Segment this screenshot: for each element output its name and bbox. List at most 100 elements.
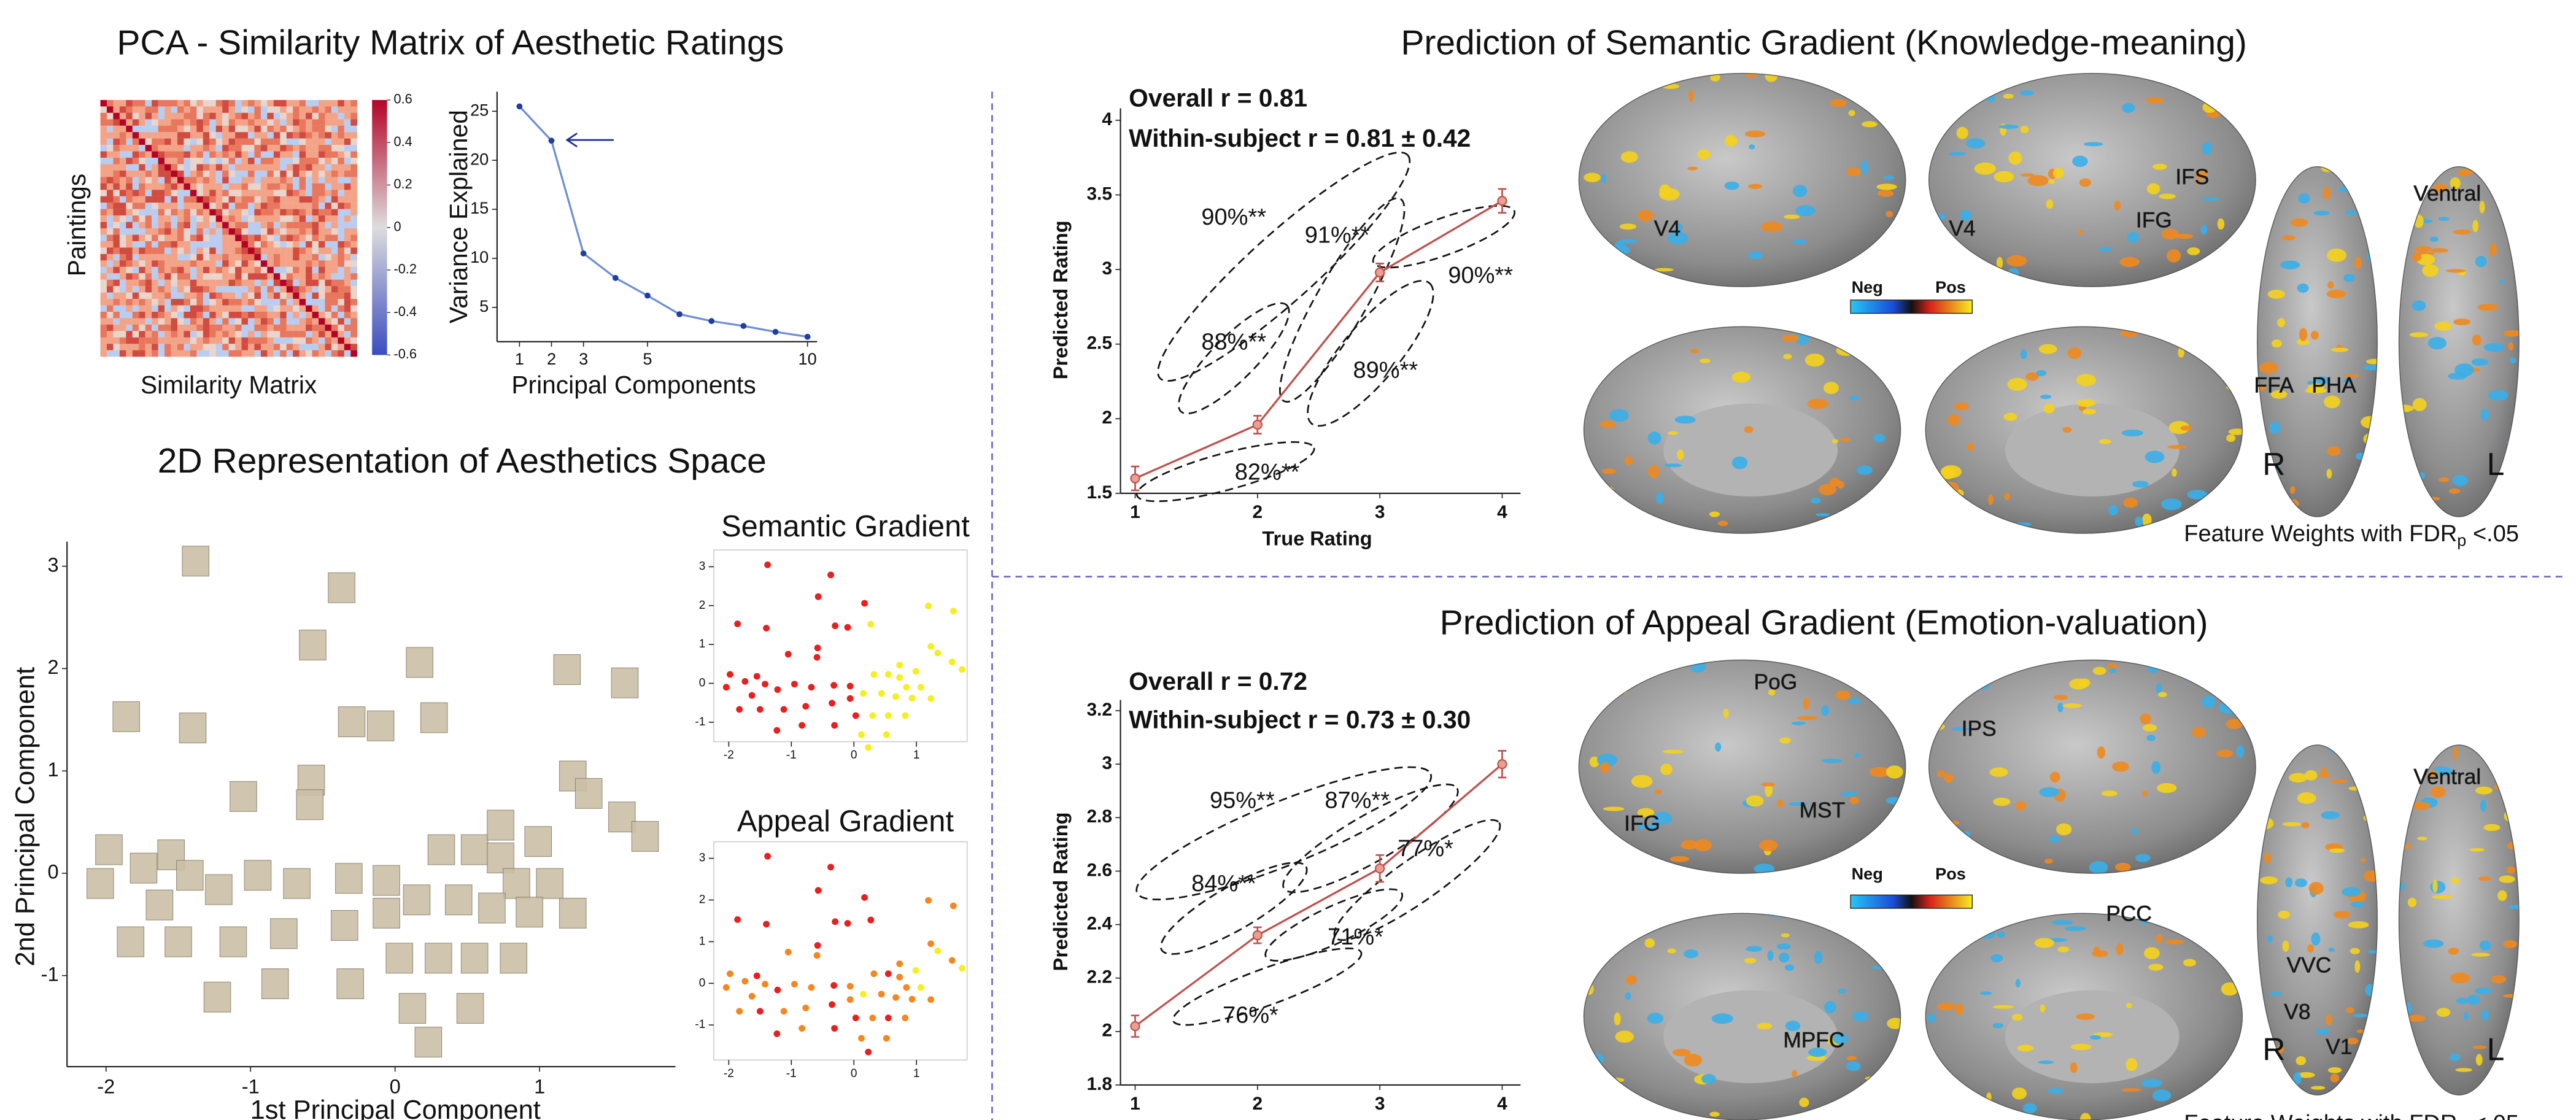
heatmap-texture xyxy=(325,235,331,242)
heatmap-texture xyxy=(139,247,145,254)
heatmap-texture xyxy=(254,318,261,325)
data-point xyxy=(773,329,779,335)
heatmap-texture xyxy=(158,344,165,350)
data-point xyxy=(791,981,798,987)
heatmap-texture xyxy=(101,247,107,254)
heatmap-texture xyxy=(120,293,126,299)
heatmap-texture xyxy=(338,228,344,235)
activation-blob xyxy=(1744,426,1754,433)
heatmap-texture xyxy=(190,331,197,338)
data-point xyxy=(860,690,867,697)
heatmap-texture xyxy=(113,152,120,158)
heatmap-texture xyxy=(312,293,319,299)
heatmap-texture xyxy=(164,171,171,177)
y-tick-label: 20 xyxy=(470,149,489,168)
heatmap-texture xyxy=(171,152,178,158)
colorbar-label: Neg xyxy=(1852,864,1883,883)
heatmap-texture xyxy=(319,177,325,183)
data-point xyxy=(892,693,899,700)
heatmap-texture xyxy=(254,119,261,126)
heatmap-texture xyxy=(338,325,344,331)
heatmap-texture xyxy=(145,203,152,209)
heatmap-texture xyxy=(319,318,325,325)
heatmap-texture xyxy=(190,235,197,242)
activation-blob xyxy=(2327,446,2340,456)
data-point xyxy=(959,666,965,673)
heatmap-texture xyxy=(312,350,319,357)
data-point xyxy=(764,853,771,860)
activation-blob xyxy=(1723,709,1729,718)
activation-blob xyxy=(2398,882,2405,890)
heatmap-texture xyxy=(222,183,229,190)
heatmap-texture xyxy=(350,286,357,293)
activation-blob xyxy=(2101,790,2118,796)
activation-blob xyxy=(1621,151,1638,163)
activation-blob xyxy=(2021,349,2027,359)
painting-thumbnail xyxy=(386,943,412,973)
heatmap-texture xyxy=(177,158,184,164)
heatmap-texture xyxy=(248,145,255,152)
heatmap-texture xyxy=(280,331,287,338)
pair-label: 89%** xyxy=(1353,358,1418,384)
heatmap-texture xyxy=(229,158,236,164)
activation-blob xyxy=(2188,1094,2204,1103)
heatmap-texture xyxy=(158,273,165,280)
activation-blob xyxy=(2151,761,2160,774)
activation-blob xyxy=(1847,1056,1857,1060)
activation-blob xyxy=(2072,156,2088,167)
activation-blob xyxy=(2003,413,2017,421)
x-tick-label: 4 xyxy=(1497,1094,1507,1114)
heatmap-texture xyxy=(312,215,319,222)
activation-blob xyxy=(1984,670,1996,678)
heatmap-texture xyxy=(164,267,171,274)
heatmap-texture xyxy=(331,325,338,331)
heatmap-texture xyxy=(287,241,293,248)
activation-blob xyxy=(1954,403,1970,411)
heatmap-texture xyxy=(152,126,158,133)
data-point xyxy=(764,562,771,568)
heatmap-texture xyxy=(196,222,203,229)
heatmap-texture xyxy=(177,126,184,133)
heatmap-texture xyxy=(235,241,242,248)
heatmap-texture xyxy=(177,344,184,350)
heatmap-texture xyxy=(287,203,293,209)
activation-blob xyxy=(2499,280,2505,284)
heatmap-texture xyxy=(338,331,344,338)
heatmap-texture xyxy=(338,312,344,319)
heatmap-texture xyxy=(158,318,165,325)
heatmap-texture xyxy=(184,260,190,267)
heatmap-texture xyxy=(280,171,287,177)
activation-blob xyxy=(2125,1058,2137,1071)
data-point xyxy=(861,600,868,607)
heatmap-texture xyxy=(274,312,280,319)
heatmap-texture xyxy=(242,350,249,357)
heatmap-texture xyxy=(216,113,223,120)
heatmap-texture xyxy=(113,293,120,299)
heatmap-texture xyxy=(203,171,210,177)
activation-blob xyxy=(1818,528,1836,532)
activation-blob xyxy=(2365,165,2380,172)
activation-blob xyxy=(2343,274,2354,282)
activation-blob xyxy=(1725,182,1739,190)
data-point xyxy=(869,1014,876,1021)
heatmap-texture xyxy=(293,203,300,209)
heatmap-texture xyxy=(350,177,357,183)
heatmap-texture xyxy=(293,241,300,248)
heatmap-texture xyxy=(216,235,223,242)
y-tick-label: 3 xyxy=(47,554,58,576)
heatmap-texture xyxy=(312,190,319,196)
colorbar-tick-label: 0.4 xyxy=(393,134,412,149)
activation-blob xyxy=(2039,344,2057,354)
data-point xyxy=(885,671,892,678)
heatmap-texture xyxy=(126,260,133,267)
activation-blob xyxy=(2438,217,2450,221)
heatmap-texture xyxy=(338,247,344,254)
heatmap-texture xyxy=(331,145,338,152)
data-point xyxy=(927,940,934,947)
heatmap-texture xyxy=(184,119,190,126)
activation-blob xyxy=(2328,948,2335,952)
heatmap-texture xyxy=(325,106,331,113)
activation-blob xyxy=(1854,753,1860,758)
activation-blob xyxy=(2396,1036,2404,1048)
heatmap-texture xyxy=(101,228,107,235)
